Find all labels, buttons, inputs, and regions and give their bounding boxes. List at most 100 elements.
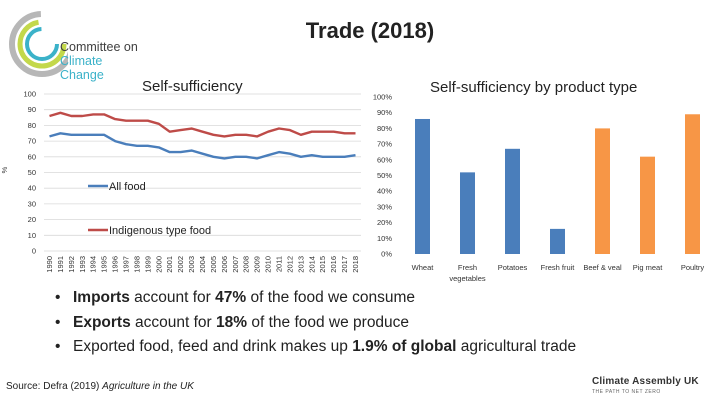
bar — [460, 172, 475, 254]
x-tick-label: Potatoes — [498, 263, 528, 272]
y-tick-label: 10 — [28, 231, 36, 240]
y-tick-label: 60% — [377, 155, 392, 164]
bullet-item: • Exported food, feed and drink makes up … — [55, 335, 576, 360]
x-tick-label: 1994 — [89, 256, 98, 273]
y-tick-label: 80% — [377, 124, 392, 133]
bar — [595, 128, 610, 254]
logo-line2: Climate Change — [60, 54, 104, 82]
logo-line1: Committee on — [60, 40, 138, 54]
x-tick-label: 1999 — [143, 256, 152, 273]
x-tick-label: Pig meat — [633, 263, 664, 272]
y-tick-label: 30% — [377, 202, 392, 211]
bullet-dot: • — [55, 338, 61, 355]
y-tick-label: 40% — [377, 187, 392, 196]
bullet-text-mid: account for — [130, 313, 217, 331]
y-tick-label: 80 — [28, 121, 36, 130]
x-tick-label: 2017 — [340, 256, 349, 273]
y-tick-label: 0% — [381, 250, 392, 259]
bullet-text-bold2: 18% — [216, 313, 248, 331]
y-tick-label: 70 — [28, 137, 36, 146]
y-tick-label: 100 — [23, 90, 36, 99]
ccc-logo: Committee on Climate Change — [8, 10, 148, 82]
bar — [550, 228, 565, 254]
bullet-text-mid: account for — [129, 289, 216, 306]
series-line-all-food — [49, 132, 356, 160]
source-note: Source: Defra (2019) Agriculture in the … — [6, 381, 194, 392]
ccc-logo-rings — [9, 11, 68, 77]
bullet-text-bold: 1.9% of global — [352, 338, 457, 355]
x-tick-label: 2016 — [329, 256, 338, 273]
x-tick-label: 1995 — [100, 256, 109, 273]
x-tick-label: Fresh fruit — [541, 263, 576, 272]
bullet-dot: • — [55, 289, 61, 306]
x-tick-label: 1991 — [56, 256, 65, 273]
series-line-indigenous-type-food — [49, 111, 356, 138]
climate-assembly-logo: Climate Assembly UK — [592, 376, 699, 387]
bullet-text-bold2: 47% — [215, 289, 247, 306]
x-tick-label: 2012 — [285, 256, 294, 273]
x-tick-label: 2002 — [176, 256, 185, 273]
legend-label: All food — [109, 181, 146, 193]
y-tick-label: 20 — [28, 215, 36, 224]
x-tick-label: 2015 — [318, 256, 327, 273]
x-tick-label: 2009 — [253, 256, 262, 273]
y-tick-label: 30 — [28, 199, 36, 208]
x-tick-label: 2013 — [296, 256, 305, 273]
y-tick-label: 50% — [377, 171, 392, 180]
x-tick-label: 2018 — [351, 256, 360, 273]
y-tick-label: 100% — [373, 93, 393, 102]
y-tick-label: 0 — [32, 247, 36, 256]
x-tick-label: 1996 — [111, 256, 120, 273]
x-tick-label: Fresh — [458, 263, 477, 272]
bullet-text-post: of the food we consume — [246, 289, 416, 306]
x-tick-label: 2006 — [220, 256, 229, 273]
x-tick-label: 2008 — [242, 256, 251, 273]
climate-assembly-tagline: THE PATH TO NET ZERO — [592, 389, 661, 395]
y-tick-label: 10% — [377, 234, 392, 243]
bar — [685, 114, 700, 255]
x-tick-label: 2004 — [198, 256, 207, 273]
y-tick-label: 40 — [28, 184, 36, 193]
x-tick-label: 2005 — [209, 256, 218, 273]
x-tick-label: 2001 — [165, 256, 174, 273]
slide-title: Trade (2018) — [305, 18, 435, 43]
source-prefix: Source: Defra (2019) — [6, 381, 103, 392]
x-tick-label: 2014 — [307, 256, 316, 273]
x-tick-label: 2000 — [154, 256, 163, 273]
legend-label: Indigenous type food — [109, 225, 211, 237]
y-tick-label: 60 — [28, 152, 36, 161]
x-tick-label: 2010 — [264, 256, 273, 273]
y-tick-label: 20% — [377, 218, 392, 227]
x-tick-label: 1997 — [121, 256, 130, 273]
x-tick-label: vegetables — [449, 274, 486, 283]
bullet-text-post: of the food we produce — [247, 313, 410, 331]
left-chart-title: Self-sufficiency — [142, 78, 243, 95]
x-tick-label: 2003 — [187, 256, 196, 273]
x-tick-label: 1992 — [67, 256, 76, 273]
x-tick-label: 2011 — [275, 256, 284, 272]
x-tick-label: Poultry — [681, 263, 705, 272]
bullet-item: • Exports account for 18% of the food we … — [55, 311, 576, 336]
bar — [415, 118, 430, 254]
y-tick-label: 90% — [377, 108, 392, 117]
bullet-item: • Imports account for 47% of the food we … — [55, 286, 576, 311]
x-tick-label: 1990 — [45, 256, 54, 273]
source-title: Agriculture in the UK — [102, 381, 194, 392]
y-tick-label: 90 — [28, 105, 36, 114]
x-tick-label: 1998 — [132, 256, 141, 273]
bullet-text-mid: agricultural trade — [456, 338, 577, 355]
bar — [640, 156, 655, 254]
bullet-list: • Imports account for 47% of the food we … — [55, 286, 576, 360]
x-tick-label: 2007 — [231, 256, 240, 273]
ccc-logo-text: Committee on Climate Change — [60, 40, 148, 82]
x-tick-label: 1993 — [78, 256, 87, 273]
bullet-text-bold: Imports — [73, 289, 130, 306]
x-tick-label: Wheat — [412, 263, 435, 272]
bar — [505, 148, 520, 254]
x-tick-label: Beef & veal — [583, 263, 622, 272]
bullet-dot: • — [55, 313, 61, 331]
bullet-text-bold: Exports — [73, 313, 131, 331]
bullet-text-pre: Exported food, feed and drink makes up — [73, 338, 353, 355]
y-tick-label: 50 — [28, 168, 36, 177]
